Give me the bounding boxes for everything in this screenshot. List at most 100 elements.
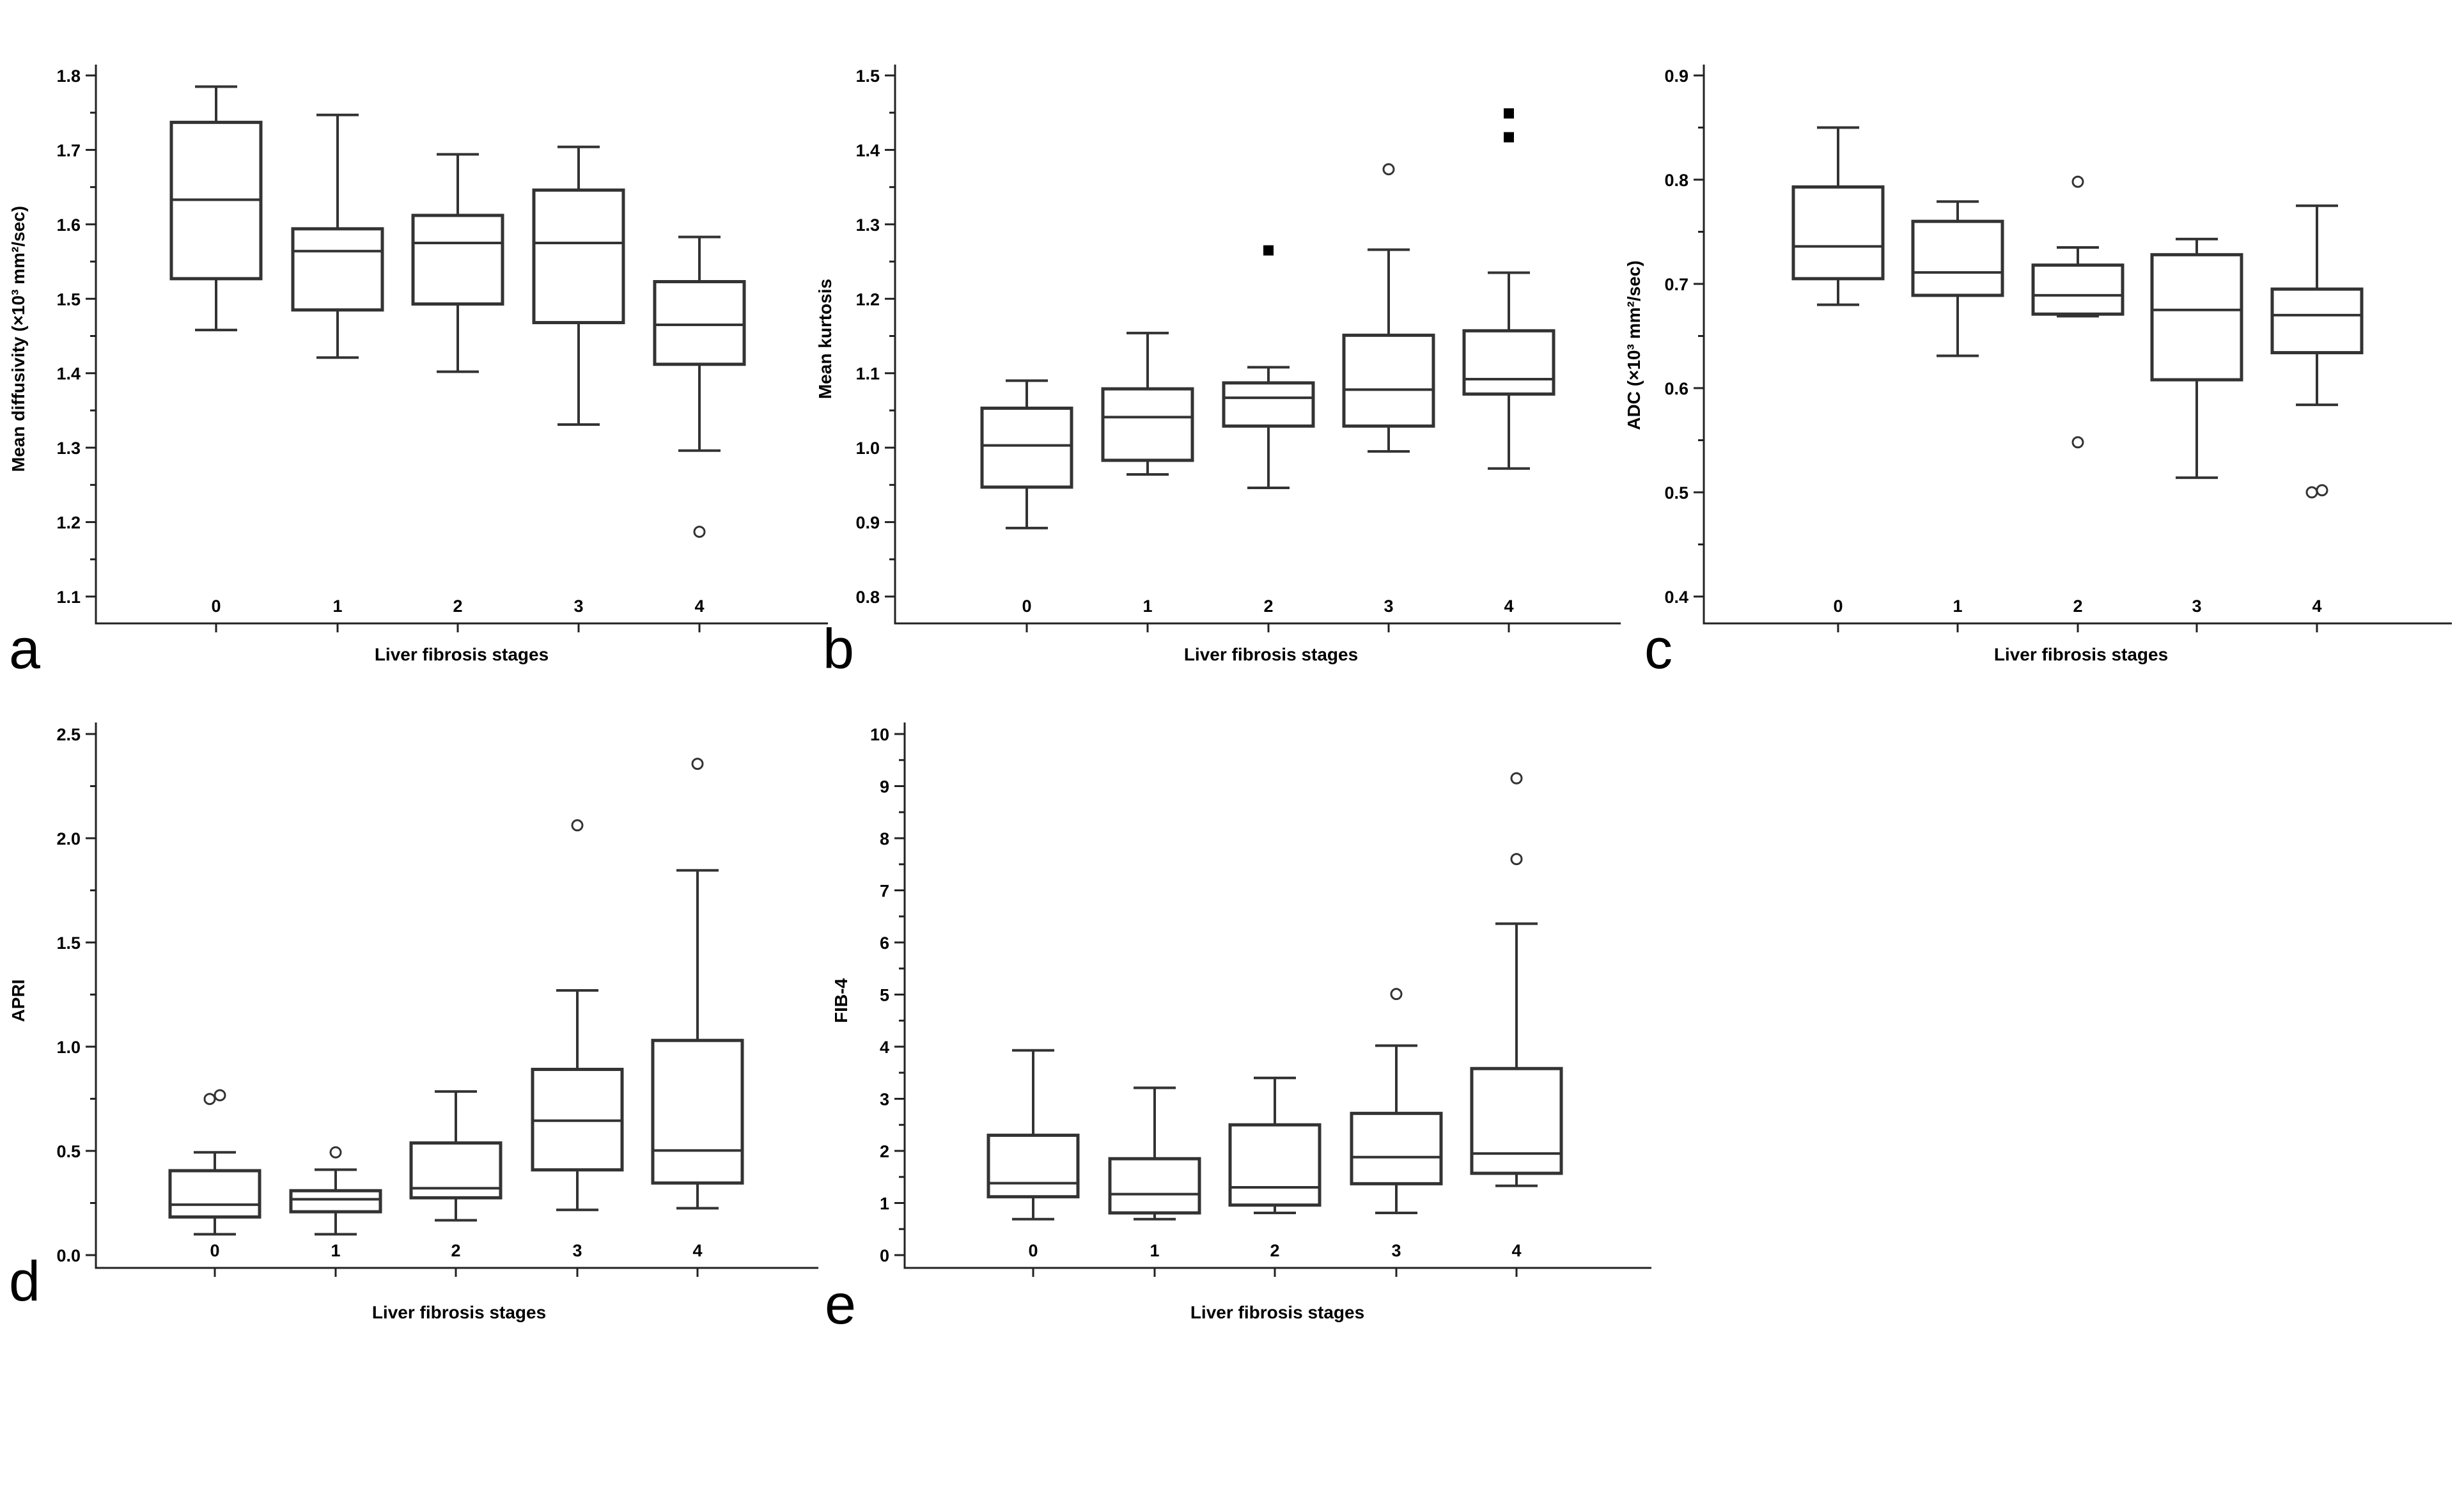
panel-c-ytick-label: 0.5 [1664, 483, 1688, 503]
panel-e-box-stage-3 [1350, 988, 1443, 1214]
iqr-box [1350, 1111, 1443, 1185]
panel-c-box-stage-3 [2150, 237, 2243, 480]
panel-b-xtick-label: 0 [1022, 597, 1031, 616]
panel-a-ytick-label: 1.4 [56, 364, 81, 384]
panel-d: 0.0 0.5 1.0 1.5 2.0 2.5 0 1 2 3 4 APRI Liver fibro… [8, 723, 818, 1322]
panel-d-box-stage-3 [531, 819, 624, 1212]
panel-e-box-stage-0 [986, 1049, 1080, 1221]
panel-b-box-stage-3 [1342, 163, 1435, 453]
panel-e-ytick-label: 0 [880, 1246, 889, 1265]
outlier-point [2071, 436, 2084, 449]
panel-a-xtick-label: 0 [211, 597, 221, 616]
panel-e-xtick-label: 0 [1028, 1241, 1038, 1260]
panel-b-axes [894, 65, 1621, 625]
panel-a-box-stage-4 [653, 235, 746, 538]
panel-b-boxes [980, 108, 1556, 529]
panel-b-box-stage-1 [1101, 331, 1194, 476]
panel-d-ytick-label: 2.5 [56, 725, 81, 744]
panel-c-ytick-label: 0.6 [1664, 379, 1688, 398]
panel-e-boxes [986, 772, 1563, 1221]
panel-b-xtick-label: 4 [1504, 597, 1513, 616]
iqr-box [1911, 219, 2004, 297]
panel-e-ticks: 0 1 2 3 4 5 6 7 8 9 10 0 1 2 3 4 [870, 725, 1522, 1277]
iqr-box [1470, 1066, 1563, 1175]
panel-b-ytick-label: 1.0 [855, 439, 880, 458]
panel-c-boxes [1791, 126, 2364, 499]
panel-c-axes [1703, 65, 2452, 625]
panel-d-ytick-label: 0.5 [56, 1142, 81, 1161]
panel-a-xtick-label: 1 [332, 597, 342, 616]
panel-a-ticks: 1.1 1.2 1.3 1.4 1.5 1.6 1.7 1.8 0 1 2 3 4 [56, 66, 705, 632]
panel-e-ytick-label: 10 [870, 725, 889, 744]
iqr-box [1342, 333, 1435, 428]
iqr-box [653, 280, 746, 366]
panel-b-ytick-label: 1.1 [855, 364, 880, 384]
outlier-point [691, 758, 704, 770]
outlier-point [1382, 163, 1395, 176]
far-outlier-point [1504, 132, 1514, 143]
panel-e-ytick-label: 4 [880, 1038, 889, 1057]
iqr-box [2031, 263, 2125, 316]
panel-c-ytick-label: 0.8 [1664, 171, 1688, 190]
panel-c-ytick-label: 0.4 [1664, 588, 1688, 607]
panel-b-xtick-label: 3 [1384, 597, 1393, 616]
far-outlier-point [1504, 108, 1514, 119]
panel-d-axes [95, 723, 818, 1269]
panel-c-ticks: 0.4 0.5 0.6 0.7 0.8 0.9 0 1 2 3 4 [1664, 66, 2322, 632]
panel-d-xtick-label: 0 [210, 1241, 219, 1260]
panel-a-letter: a [9, 617, 40, 680]
outlier-point [571, 819, 584, 832]
panel-c-ytick-label: 0.7 [1664, 275, 1688, 294]
panel-e-ytick-label: 5 [880, 986, 889, 1005]
far-outlier-point [1263, 245, 1274, 256]
panel-b-xtick-label: 2 [1263, 597, 1273, 616]
panel-e-xtick-label: 3 [1391, 1241, 1401, 1260]
panel-d-ylabel: APRI [8, 980, 28, 1022]
panel-b-ytick-label: 1.4 [855, 141, 880, 160]
panel-c-xtick-label: 1 [1953, 597, 1962, 616]
panel-c-xtick-label: 4 [2312, 597, 2321, 616]
panel-c-box-stage-4 [2270, 204, 2364, 499]
iqr-box [2150, 253, 2243, 382]
panel-e-ylabel: FIB-4 [831, 978, 851, 1023]
panel-e-ytick-label: 1 [880, 1194, 889, 1214]
panel-a-ylabel: Mean diffusivity (×10³ mm²/sec) [8, 206, 28, 472]
panel-d-xtick-label: 1 [331, 1241, 340, 1260]
panel-d-xlabel: Liver fibrosis stages [372, 1302, 546, 1322]
outlier-point [1510, 853, 1523, 866]
outlier-point [2316, 484, 2328, 497]
panel-e-axes [903, 723, 1651, 1269]
panel-d-letter: d [9, 1249, 40, 1313]
panel-b-box-stage-4 [1462, 108, 1556, 470]
panel-c-ytick-label: 0.9 [1664, 66, 1688, 86]
panel-a-xtick-label: 3 [573, 597, 583, 616]
panel-e-ytick-label: 2 [880, 1142, 889, 1161]
panel-a-boxes [169, 85, 746, 538]
panel-d-xtick-label: 4 [692, 1241, 702, 1260]
panel-c-xtick-label: 3 [2192, 597, 2201, 616]
panel-c: 0.4 0.5 0.6 0.7 0.8 0.9 0 1 2 3 4 ADC (×10³ mm²/se… [1624, 65, 2452, 680]
panel-b-ticks: 0.8 0.9 1.0 1.1 1.2 1.3 1.4 1.5 0 1 2 3 4 [855, 66, 1514, 632]
panel-e-ytick-label: 8 [880, 829, 889, 848]
panel-d-box-stage-1 [289, 1146, 382, 1236]
outlier-point [214, 1089, 226, 1102]
iqr-box [409, 1141, 503, 1199]
panel-e-letter: e [825, 1272, 856, 1336]
panel-b-box-stage-2 [1222, 245, 1315, 490]
panel-a-box-stage-1 [291, 113, 384, 359]
panel-c-xlabel: Liver fibrosis stages [1994, 645, 2168, 664]
panel-b-ytick-label: 0.8 [855, 588, 880, 607]
panel-b-ytick-label: 1.2 [855, 290, 880, 309]
iqr-box [291, 227, 384, 312]
iqr-box [1108, 1157, 1201, 1215]
panel-a-xlabel: Liver fibrosis stages [375, 645, 549, 664]
panel-a-ytick-label: 1.1 [56, 588, 81, 607]
panel-a-ytick-label: 1.3 [56, 439, 81, 458]
panel-b-xtick-label: 1 [1142, 597, 1152, 616]
panel-c-xtick-label: 2 [2073, 597, 2082, 616]
panel-a: 1.1 1.2 1.3 1.4 1.5 1.6 1.7 1.8 0 1 2 3 4 Mean diffu… [8, 65, 828, 680]
outlier-point [203, 1093, 216, 1105]
outlier-point [329, 1146, 342, 1159]
iqr-box [2270, 287, 2364, 355]
